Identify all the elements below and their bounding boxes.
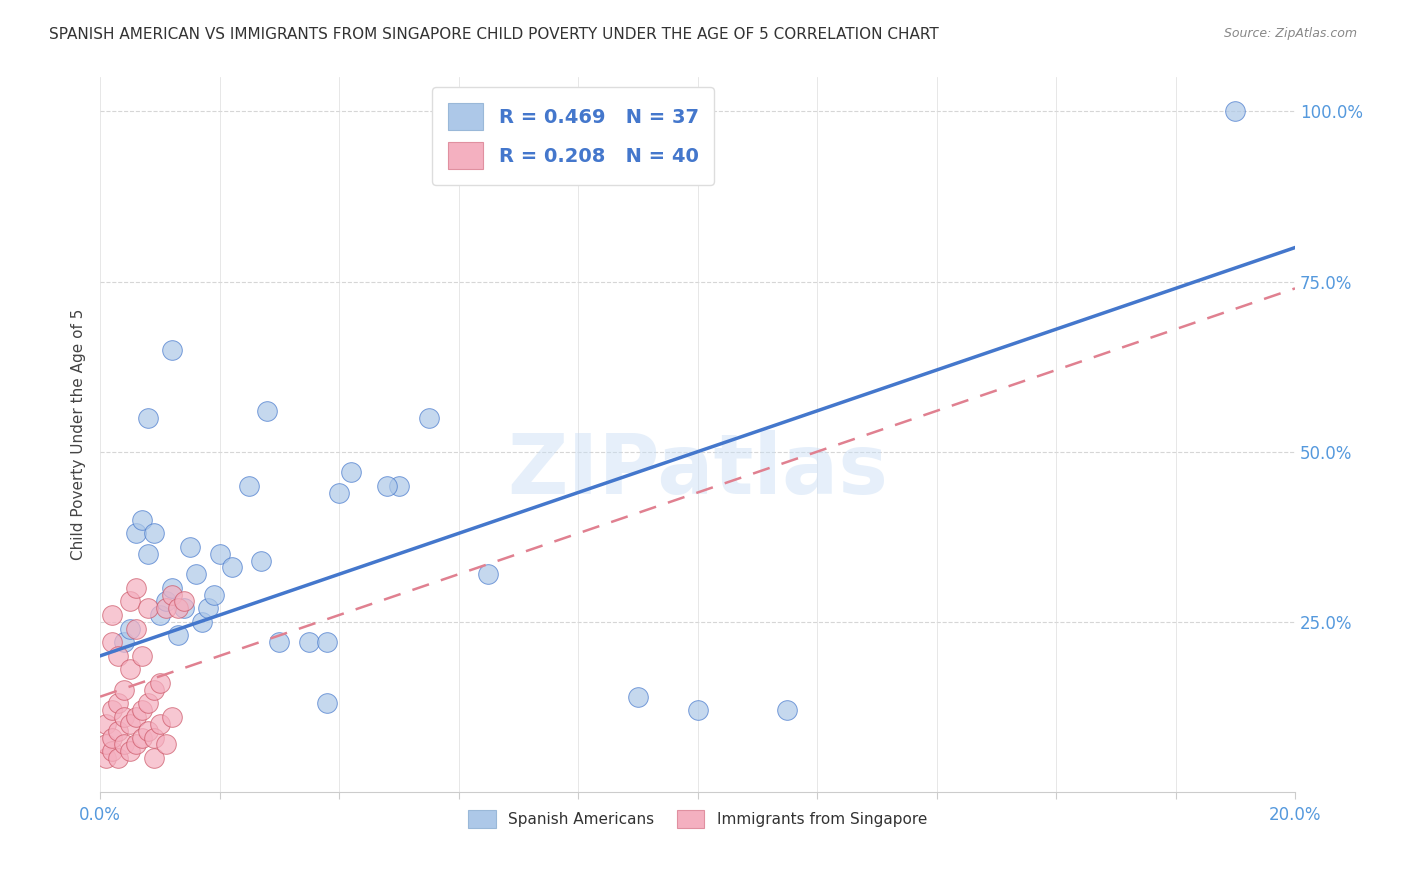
Point [142, 526, 165, 541]
Point [627, 690, 650, 704]
Point [125, 622, 148, 636]
Point [107, 723, 129, 738]
Point [125, 737, 148, 751]
Point [149, 676, 172, 690]
Point [166, 601, 188, 615]
Point [112, 710, 135, 724]
Point [125, 526, 148, 541]
Point [131, 648, 153, 663]
Point [107, 751, 129, 765]
Point [136, 410, 159, 425]
Point [173, 594, 195, 608]
Point [375, 479, 398, 493]
Point [197, 601, 219, 615]
Point [477, 567, 499, 582]
Point [179, 540, 201, 554]
Point [118, 622, 141, 636]
Point [149, 607, 172, 622]
Point [131, 703, 153, 717]
Point [340, 465, 363, 479]
Point [250, 553, 273, 567]
Point [101, 635, 124, 649]
Point [118, 717, 141, 731]
Point [101, 703, 124, 717]
Point [155, 737, 177, 751]
Point [202, 588, 225, 602]
Point [101, 731, 124, 745]
Point [155, 601, 177, 615]
Point [136, 547, 159, 561]
Point [112, 682, 135, 697]
Point [328, 485, 350, 500]
Point [136, 697, 159, 711]
Point [136, 601, 159, 615]
Point [136, 723, 159, 738]
Point [160, 710, 183, 724]
Point [131, 513, 153, 527]
Point [107, 697, 129, 711]
Point [418, 410, 440, 425]
Point [118, 663, 141, 677]
Point [686, 703, 709, 717]
Point [1225, 104, 1247, 119]
Point [388, 479, 411, 493]
Point [184, 567, 207, 582]
Point [142, 751, 165, 765]
Y-axis label: Child Poverty Under the Age of 5: Child Poverty Under the Age of 5 [72, 309, 86, 560]
Point [316, 697, 339, 711]
Point [160, 343, 183, 357]
Point [238, 479, 260, 493]
Point [160, 588, 183, 602]
Point [155, 594, 177, 608]
Point [118, 744, 141, 758]
Text: ZIPatlas: ZIPatlas [508, 430, 889, 511]
Legend: Spanish Americans, Immigrants from Singapore: Spanish Americans, Immigrants from Singa… [463, 804, 934, 834]
Point [94, 737, 117, 751]
Point [776, 703, 799, 717]
Point [94, 717, 117, 731]
Point [131, 731, 153, 745]
Point [142, 731, 165, 745]
Point [149, 717, 172, 731]
Point [107, 648, 129, 663]
Point [221, 560, 243, 574]
Text: SPANISH AMERICAN VS IMMIGRANTS FROM SINGAPORE CHILD POVERTY UNDER THE AGE OF 5 C: SPANISH AMERICAN VS IMMIGRANTS FROM SING… [49, 27, 939, 42]
Point [160, 581, 183, 595]
Point [142, 682, 165, 697]
Point [118, 594, 141, 608]
Point [190, 615, 212, 629]
Point [112, 737, 135, 751]
Point [269, 635, 291, 649]
Point [101, 744, 124, 758]
Point [166, 628, 188, 642]
Point [101, 607, 124, 622]
Point [208, 547, 231, 561]
Point [94, 751, 117, 765]
Point [298, 635, 321, 649]
Point [125, 710, 148, 724]
Point [125, 581, 148, 595]
Text: Source: ZipAtlas.com: Source: ZipAtlas.com [1223, 27, 1357, 40]
Point [256, 404, 278, 418]
Point [112, 635, 135, 649]
Point [173, 601, 195, 615]
Point [316, 635, 339, 649]
